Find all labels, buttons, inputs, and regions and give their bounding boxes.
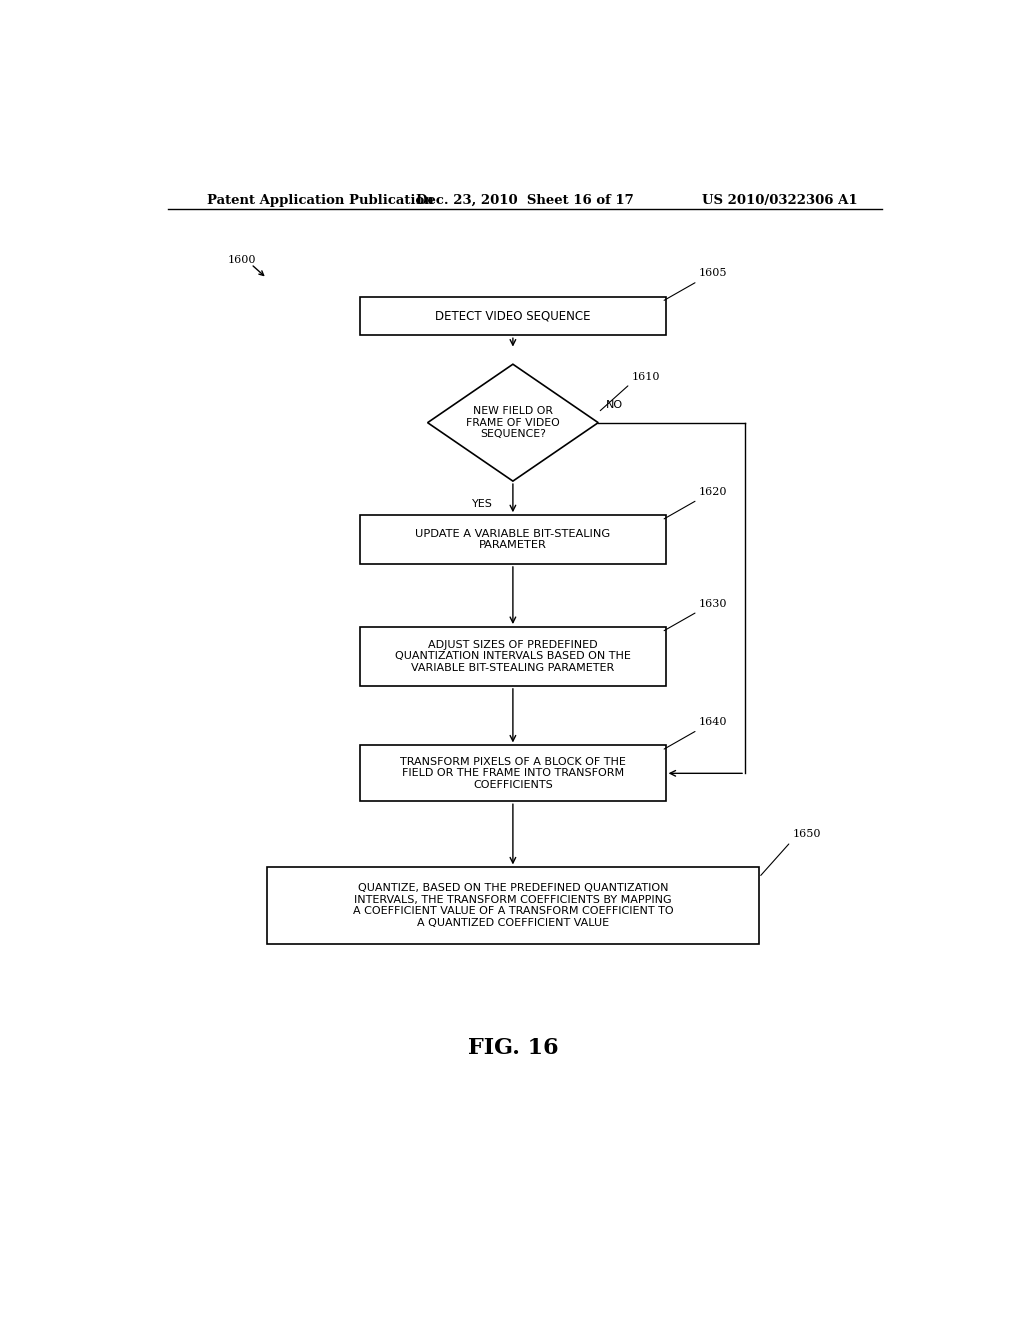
Text: 1640: 1640 (699, 717, 727, 727)
Text: DETECT VIDEO SEQUENCE: DETECT VIDEO SEQUENCE (435, 309, 591, 322)
Text: 1605: 1605 (699, 268, 727, 279)
Text: FIG. 16: FIG. 16 (468, 1036, 558, 1059)
Text: QUANTIZE, BASED ON THE PREDEFINED QUANTIZATION
INTERVALS, THE TRANSFORM COEFFICI: QUANTIZE, BASED ON THE PREDEFINED QUANTI… (352, 883, 673, 928)
Bar (360, 297, 666, 335)
Polygon shape (428, 364, 598, 480)
Text: UPDATE A VARIABLE BIT-STEALING
PARAMETER: UPDATE A VARIABLE BIT-STEALING PARAMETER (416, 529, 610, 550)
Text: NEW FIELD OR
FRAME OF VIDEO
SEQUENCE?: NEW FIELD OR FRAME OF VIDEO SEQUENCE? (466, 407, 560, 440)
Text: 1630: 1630 (699, 599, 727, 609)
Text: NO: NO (606, 400, 624, 411)
Text: 1600: 1600 (227, 255, 256, 265)
Bar (360, 746, 666, 801)
Text: US 2010/0322306 A1: US 2010/0322306 A1 (702, 194, 858, 207)
Text: ADJUST SIZES OF PREDEFINED
QUANTIZATION INTERVALS BASED ON THE
VARIABLE BIT-STEA: ADJUST SIZES OF PREDEFINED QUANTIZATION … (395, 640, 631, 673)
Text: Patent Application Publication: Patent Application Publication (207, 194, 434, 207)
Text: TRANSFORM PIXELS OF A BLOCK OF THE
FIELD OR THE FRAME INTO TRANSFORM
COEFFICIENT: TRANSFORM PIXELS OF A BLOCK OF THE FIELD… (400, 756, 626, 789)
Bar (267, 867, 759, 944)
Text: Dec. 23, 2010  Sheet 16 of 17: Dec. 23, 2010 Sheet 16 of 17 (416, 194, 634, 207)
Text: 1650: 1650 (793, 829, 821, 840)
Text: YES: YES (472, 499, 494, 510)
Bar (360, 627, 666, 686)
Bar (360, 515, 666, 564)
Text: 1620: 1620 (699, 487, 727, 496)
Text: 1610: 1610 (632, 372, 660, 381)
